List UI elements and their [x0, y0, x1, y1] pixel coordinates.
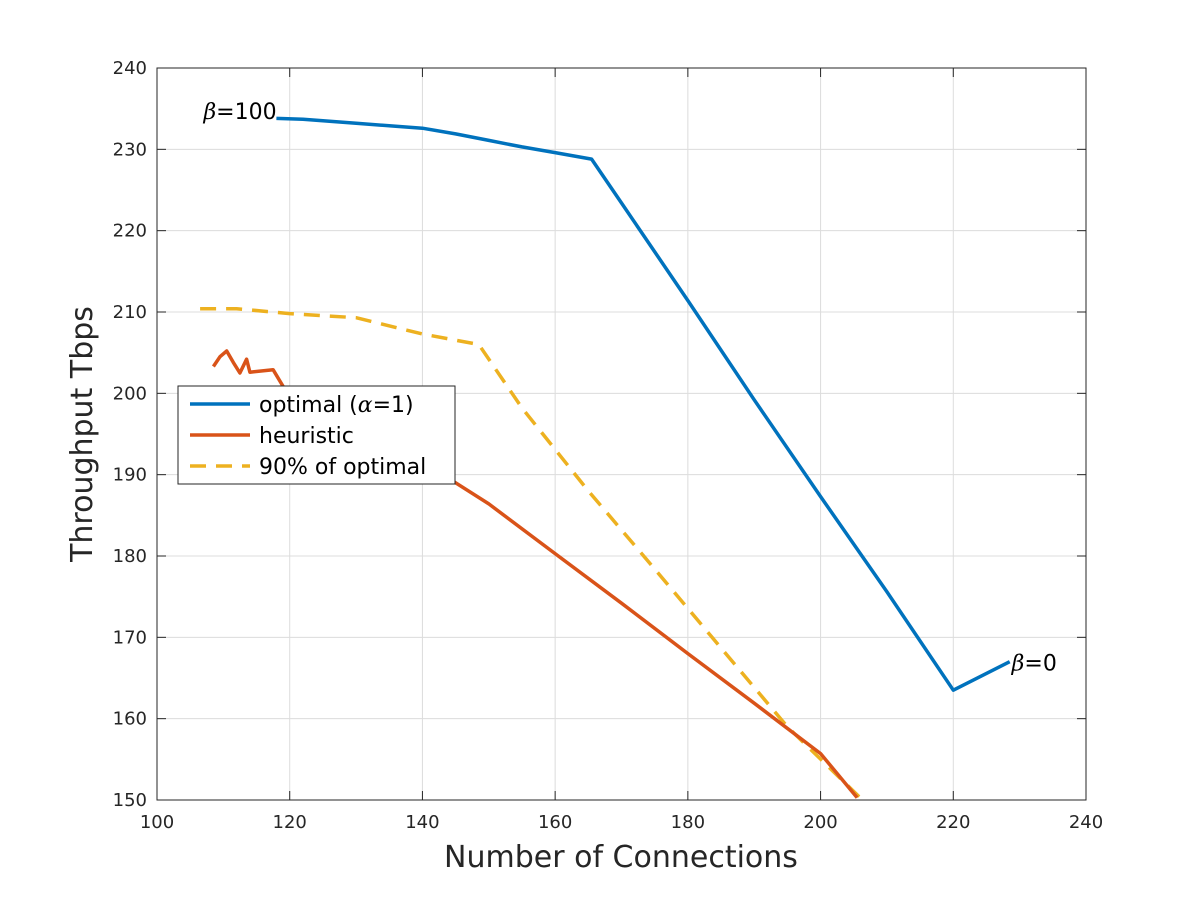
grid-lines [157, 68, 1086, 800]
y-tick-label: 240 [113, 58, 147, 79]
y-tick-label: 230 [113, 139, 147, 160]
legend-text-part: =1) [373, 393, 414, 418]
legend-text-part: α [358, 393, 373, 418]
x-tick-label: 140 [405, 812, 439, 833]
annotation-text: =0 [1024, 652, 1056, 677]
y-tick-label: 190 [113, 465, 147, 486]
x-tick-label: 100 [140, 812, 174, 833]
x-tick-label: 160 [538, 812, 572, 833]
x-tick-label: 200 [803, 812, 837, 833]
annotation-label: β=100 [202, 100, 276, 125]
y-axis-label: Throughput Tbps [65, 306, 100, 563]
series-line-0 [276, 116, 1011, 692]
x-tick-label: 240 [1069, 812, 1103, 833]
annotation-symbol: β [1011, 652, 1025, 677]
annotation-label: β=0 [1011, 652, 1057, 677]
y-tick-label: 180 [113, 546, 147, 567]
x-axis-label: Number of Connections [444, 840, 798, 875]
x-tick-label: 220 [936, 812, 970, 833]
legend-entry-0: optimal (α=1) [259, 393, 414, 418]
y-tick-label: 170 [113, 627, 147, 648]
legend-entry-1: heuristic [259, 424, 354, 449]
annotation-text: =100 [216, 100, 276, 125]
y-tick-label: 210 [113, 302, 147, 323]
legend-entry-2: 90% of optimal [259, 455, 426, 480]
plot-frame [156, 67, 1087, 801]
legend-text-part: optimal ( [259, 393, 358, 418]
annotation-symbol: β [202, 100, 216, 125]
x-tick-label: 120 [273, 812, 307, 833]
x-tick-label: 180 [671, 812, 705, 833]
axis-ticks: 100 120 140 160 180 200 220 240 150 160 170 180 190 2… [113, 58, 1104, 833]
series-line-2 [200, 306, 861, 798]
legend: optimal (α=1) heuristic 90% of optimal [177, 385, 456, 485]
y-tick-label: 200 [113, 383, 147, 404]
y-tick-label: 220 [113, 221, 147, 242]
y-tick-label: 160 [113, 709, 147, 730]
y-tick-label: 150 [113, 790, 147, 811]
